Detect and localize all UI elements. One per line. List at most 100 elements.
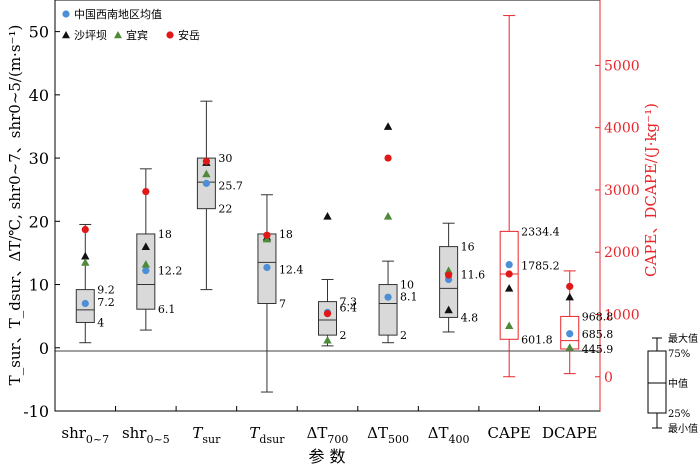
key-label: 最大值 — [668, 332, 698, 345]
right-axis-title: CAPE、DCAPE/(J·kg⁻¹) — [642, 103, 660, 277]
point-沙坪坝 — [383, 122, 393, 130]
iqr-box — [378, 284, 398, 336]
point-安岳 — [202, 157, 210, 165]
x-tick-label: ΔT500 — [367, 424, 409, 446]
key-box — [647, 350, 667, 414]
value-label: 8.1 — [400, 291, 418, 304]
box-shr07 — [75, 223, 95, 344]
point-沙坪坝 — [141, 242, 151, 250]
x-axis-title: 参 数 — [308, 447, 345, 466]
x-tick-label: Tdsur — [249, 424, 285, 446]
right-tick-label: 3000 — [604, 183, 640, 199]
value-label: 6.1 — [158, 303, 176, 316]
point-中国西南地区均值 — [142, 267, 150, 275]
boxes — [75, 15, 580, 393]
value-label: 1785.2 — [521, 260, 560, 273]
left-tick-label: 10 — [29, 276, 49, 295]
value-label: 12.2 — [158, 265, 183, 278]
value-label: 18 — [279, 228, 293, 241]
point-宜宾 — [323, 335, 332, 344]
value-label: 30 — [218, 152, 232, 165]
right-tick-label: 4000 — [604, 121, 640, 137]
value-label: 18 — [158, 228, 172, 241]
value-label: 445.9 — [582, 343, 614, 356]
value-labels: 9.27.2 4 18 12.2 6.1 30 25.7 22 18 12.4 7 7.36.4 2 10… — [97, 152, 613, 356]
x-tick-label: Tsur — [192, 424, 221, 446]
point-沙坪坝 — [444, 305, 453, 314]
point-安岳 — [445, 271, 453, 279]
value-label: 11.6 — [461, 268, 486, 281]
point-宜宾 — [444, 266, 453, 274]
plot-frame — [54, 0, 601, 412]
left-tick-label: 50 — [29, 23, 49, 42]
point-宜宾 — [565, 343, 574, 351]
value-label: 16 — [461, 241, 475, 254]
point-安岳 — [323, 310, 332, 318]
point-中国西南地区均值 — [566, 330, 574, 338]
key-label: 最小值 — [668, 422, 698, 435]
value-label: 968.8 — [582, 310, 614, 323]
left-tick-label: 0 — [39, 339, 49, 358]
point-中国西南地区均值 — [384, 293, 392, 301]
point-沙坪坝 — [504, 284, 514, 292]
value-label: 4.8 — [461, 311, 479, 324]
value-label: 25.7 — [218, 179, 243, 192]
value-label: 2 — [400, 329, 407, 342]
point-宜宾 — [504, 321, 514, 330]
left-tick-label: 20 — [29, 212, 49, 231]
point-沙坪坝 — [81, 251, 90, 260]
point-安岳 — [566, 282, 574, 291]
x-tick-label: shr0~7 — [61, 424, 109, 446]
box-tsur — [196, 100, 216, 291]
right-tick-label: 2000 — [604, 245, 640, 261]
x-axis-ticks: shr0~7 shr0~5 Tsur Tdsur ΔT700 ΔT500 ΔT400 CAPE… — [61, 406, 597, 446]
box-key: 最大值 75% 中值 25% 最小值 — [647, 332, 698, 435]
point-宜宾 — [81, 258, 90, 266]
legend-marker — [114, 31, 122, 39]
left-y-axis: -10 0 10 20 30 40 50 — [23, 23, 60, 421]
right-tick-label: 1000 — [604, 307, 640, 323]
data-points — [81, 122, 574, 351]
point-中国西南地区均值 — [81, 299, 89, 308]
right-tick-label: 5000 — [604, 58, 640, 74]
point-中国西南地区均值 — [202, 179, 210, 187]
point-沙坪坝 — [565, 292, 574, 301]
value-label: 685.8 — [582, 328, 614, 341]
value-label: 2 — [340, 329, 347, 342]
right-tick-label: 0 — [604, 370, 613, 386]
point-宜宾 — [383, 212, 393, 220]
point-安岳 — [384, 154, 392, 162]
x-tick-label: DCAPE — [542, 424, 597, 442]
point-安岳 — [142, 187, 150, 196]
left-axis-title: T_sur、T_dsur、ΔT/℃, shr0~7、shr0~5/(m·s⁻¹) — [6, 25, 24, 386]
iqr-box — [318, 301, 337, 336]
value-label: 7.2 — [97, 296, 115, 309]
value-label: 2334.4 — [521, 225, 560, 238]
value-label: 12.4 — [279, 263, 304, 276]
value-label: 601.8 — [521, 333, 553, 346]
legend-label: 中国西南地区均值 — [74, 8, 162, 21]
left-tick-label: 40 — [29, 86, 49, 105]
x-tick-label: CAPE — [487, 424, 530, 442]
point-安岳 — [81, 225, 89, 234]
value-label: 9.2 — [97, 284, 115, 297]
value-label: 6.4 — [340, 301, 358, 314]
legend-label: 宜宾 — [126, 28, 148, 42]
legend-marker — [62, 31, 70, 39]
value-label: 10 — [400, 279, 414, 292]
value-label: 7.3 — [340, 296, 358, 309]
point-宜宾 — [141, 260, 151, 268]
x-tick-label: shr0~5 — [122, 424, 170, 446]
value-label: 22 — [218, 203, 232, 216]
point-宜宾 — [202, 169, 211, 178]
left-tick-label: -10 — [23, 402, 49, 421]
x-tick-label: ΔT400 — [428, 424, 470, 446]
value-label: 4 — [97, 316, 104, 329]
box-tdsur — [257, 194, 277, 393]
axis-titles: 参 数 T_sur、T_dsur、ΔT/℃, shr0~7、shr0~5/(m·s… — [6, 25, 660, 466]
point-沙坪坝 — [323, 212, 332, 220]
point-中国西南地区均值 — [263, 263, 271, 272]
x-tick-label: ΔT700 — [307, 424, 349, 446]
legend-marker — [62, 10, 70, 18]
